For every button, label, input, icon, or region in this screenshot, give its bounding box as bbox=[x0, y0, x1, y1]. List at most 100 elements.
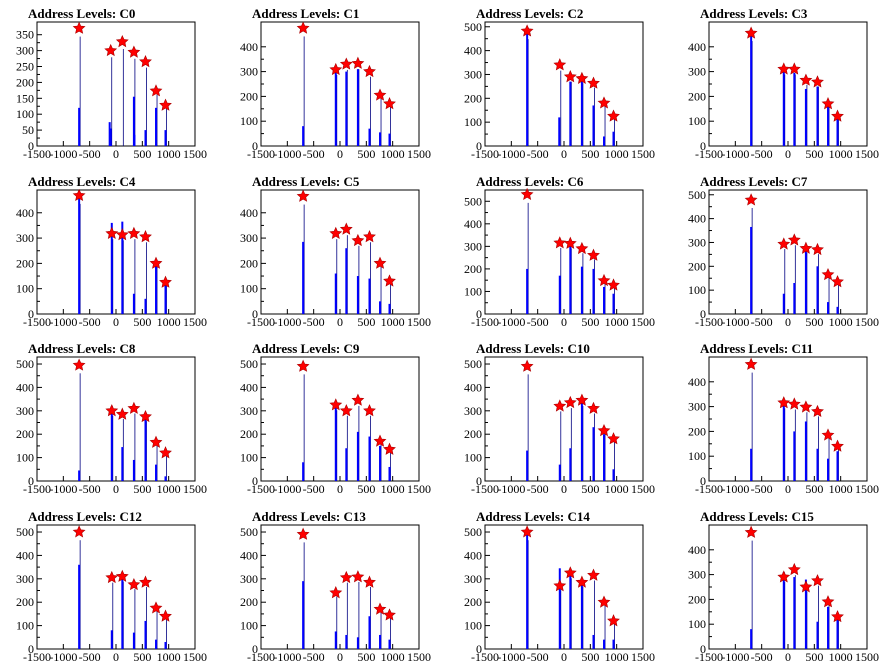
peak-marker bbox=[115, 407, 129, 420]
plot-frame bbox=[484, 21, 644, 147]
histogram-bin bbox=[334, 631, 337, 649]
x-tick-label: 500 bbox=[133, 650, 151, 664]
histogram-bin bbox=[164, 130, 167, 146]
histogram-bin bbox=[379, 445, 382, 481]
y-tick-label: 100 bbox=[16, 282, 34, 296]
histogram-bin bbox=[108, 122, 111, 146]
y-tick-label: 400 bbox=[464, 44, 482, 58]
x-tick-label: 1500 bbox=[407, 147, 431, 161]
peak-marker bbox=[575, 71, 589, 85]
histogram-bin bbox=[379, 132, 382, 146]
peak-marker bbox=[296, 359, 310, 372]
chart-title: Address Levels: C4 bbox=[28, 174, 136, 189]
histogram-bin bbox=[592, 105, 595, 146]
plot-frame bbox=[708, 21, 868, 147]
x-tick-label: -1500 bbox=[247, 482, 275, 496]
peak-marker bbox=[553, 236, 567, 249]
y-tick-label: 300 bbox=[688, 65, 706, 79]
chart-panel-15: Address Levels: C15 0 100 200 300 400 -1500-10… bbox=[688, 509, 879, 664]
histogram-bin bbox=[388, 639, 391, 649]
peak-marker bbox=[363, 64, 376, 78]
peak-marker bbox=[351, 56, 365, 69]
histogram-bin bbox=[110, 222, 113, 314]
y-tick-label: 200 bbox=[16, 256, 34, 270]
x-tick-label: 1000 bbox=[605, 147, 629, 161]
peak-marker bbox=[296, 189, 310, 202]
histogram-bin bbox=[580, 266, 583, 314]
histogram-bin bbox=[132, 293, 135, 314]
peak-marker bbox=[811, 574, 824, 587]
peak-marker bbox=[811, 242, 824, 256]
histogram-bin bbox=[612, 469, 615, 481]
x-tick-label: 1500 bbox=[631, 650, 655, 664]
peak-marker bbox=[149, 256, 163, 269]
x-tick-label: 1000 bbox=[605, 482, 629, 496]
y-tick-label: 100 bbox=[464, 115, 482, 129]
y-tick-label: 400 bbox=[240, 548, 258, 562]
histogram-bin bbox=[334, 406, 337, 481]
x-tick-label: 1500 bbox=[407, 482, 431, 496]
histogram-bin bbox=[132, 459, 135, 481]
peak-marker bbox=[587, 248, 600, 261]
y-tick-label: 400 bbox=[16, 206, 34, 220]
x-tick-label: 1500 bbox=[183, 650, 207, 664]
y-tick-label: 200 bbox=[688, 259, 706, 273]
peak-marker bbox=[72, 358, 86, 371]
histogram-bin bbox=[110, 630, 113, 649]
x-tick-label: 0 bbox=[785, 315, 791, 329]
y-tick-label: 0 bbox=[252, 307, 258, 321]
histogram-bin bbox=[78, 564, 81, 649]
y-tick-label: 0 bbox=[700, 139, 706, 153]
x-tick-label: -1000 bbox=[273, 650, 301, 664]
histogram-bin bbox=[78, 197, 81, 314]
y-tick-label: 500 bbox=[240, 525, 258, 539]
y-tick-label: 300 bbox=[688, 400, 706, 414]
peak-marker bbox=[777, 570, 791, 583]
peak-marker bbox=[553, 399, 567, 412]
chart-title: Address Levels: C12 bbox=[28, 509, 142, 524]
x-tick-label: 0 bbox=[561, 147, 567, 161]
histogram-bin bbox=[592, 634, 595, 649]
peak-marker bbox=[329, 586, 343, 599]
histogram-bin bbox=[580, 400, 583, 481]
plot-frame bbox=[484, 189, 644, 315]
x-tick-label: -1500 bbox=[695, 650, 723, 664]
x-tick-label: 500 bbox=[357, 482, 375, 496]
peak-marker bbox=[575, 241, 589, 255]
plot-frame bbox=[708, 189, 868, 315]
y-tick-label: 0 bbox=[476, 474, 482, 488]
plot-frame bbox=[260, 356, 420, 482]
peak-marker bbox=[744, 357, 758, 370]
peak-marker bbox=[383, 608, 396, 621]
chart-title: Address Levels: C11 bbox=[700, 341, 813, 356]
y-tick-label: 400 bbox=[16, 380, 34, 394]
histogram-bin bbox=[816, 621, 819, 649]
histogram-bin bbox=[569, 246, 572, 314]
y-tick-label: 300 bbox=[688, 235, 706, 249]
peak-marker bbox=[296, 527, 310, 540]
peak-marker bbox=[520, 187, 534, 201]
x-tick-label: 500 bbox=[133, 147, 151, 161]
y-tick-label: 500 bbox=[464, 194, 482, 208]
peak-marker bbox=[787, 62, 801, 75]
histogram-bin bbox=[164, 476, 167, 481]
peak-marker bbox=[351, 233, 365, 247]
x-tick-label: 1000 bbox=[381, 147, 405, 161]
histogram-bin bbox=[155, 265, 158, 314]
peak-marker bbox=[104, 43, 118, 57]
peak-marker bbox=[72, 188, 86, 201]
histogram-bin bbox=[793, 431, 796, 481]
histogram-bin bbox=[155, 639, 158, 649]
y-tick-label: 200 bbox=[464, 91, 482, 105]
x-tick-label: -1500 bbox=[695, 315, 723, 329]
peak-marker bbox=[105, 226, 119, 240]
peak-marker bbox=[831, 275, 844, 288]
histogram-bin bbox=[558, 568, 561, 649]
x-tick-label: 0 bbox=[113, 147, 119, 161]
x-tick-label: 1500 bbox=[855, 315, 879, 329]
x-tick-label: 1500 bbox=[631, 315, 655, 329]
histogram-bin bbox=[368, 278, 371, 314]
peak-marker bbox=[744, 193, 758, 206]
histogram-bin bbox=[569, 81, 572, 146]
